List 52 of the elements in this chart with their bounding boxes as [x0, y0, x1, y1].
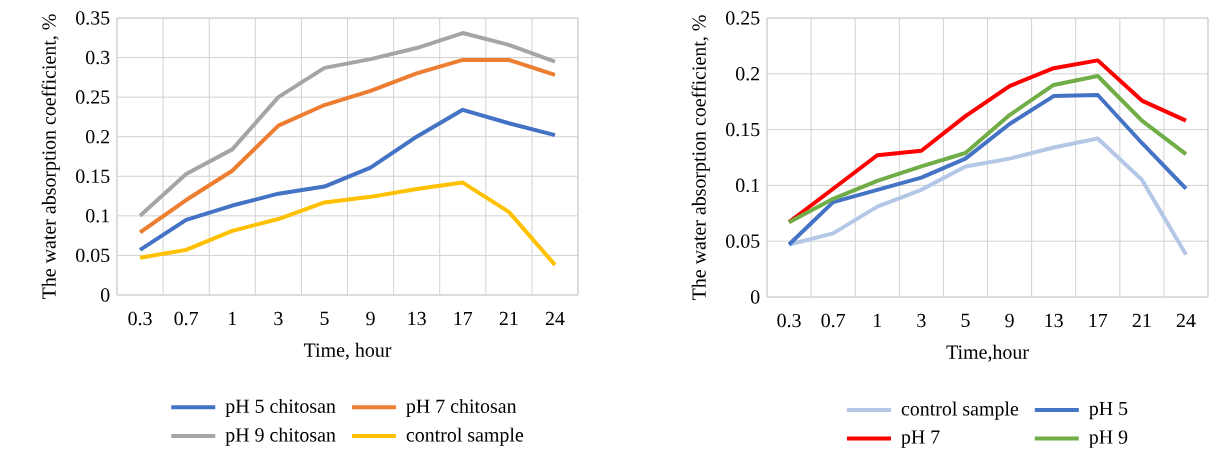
- x-tick-label: 13: [408, 311, 426, 326]
- y-tick-label: 0.1: [736, 178, 759, 193]
- y-tick-label: 0.05: [76, 248, 110, 263]
- line-series: [787, 92, 1188, 247]
- x-tick-label: 13: [1045, 313, 1063, 328]
- x-axis-title: Time,hour: [946, 344, 1029, 362]
- legend-label: control sample: [406, 427, 524, 446]
- y-tick-label: 0.35: [76, 11, 110, 25]
- legend-label: pH 5: [1089, 402, 1128, 420]
- x-tick-label: 0.3: [777, 313, 801, 328]
- y-tick-label: 0.15: [76, 169, 110, 184]
- x-tick-label: 21: [1132, 313, 1151, 328]
- y-tick-label: 0: [750, 290, 760, 304]
- y-tick-label: 0.05: [726, 234, 760, 248]
- x-tick-label: 17: [1089, 313, 1108, 327]
- x-tick-label: 1: [229, 311, 237, 325]
- x-tick-label: 21: [499, 311, 518, 326]
- y-tick-label: 0.1: [86, 209, 109, 223]
- x-axis-title: Time, hour: [303, 342, 392, 360]
- x-tick-label: 17: [454, 311, 473, 325]
- x-tick-label: 9: [366, 311, 375, 326]
- x-tick-label: 24: [545, 311, 565, 326]
- y-tick-label: 0.25: [726, 11, 760, 25]
- x-tick-label: 3: [274, 311, 283, 326]
- y-axis-title: The water absorption coefficient, %: [41, 14, 60, 299]
- y-tick-label: 0.15: [726, 122, 760, 137]
- line-series: [138, 180, 557, 267]
- x-tick-label: 3: [917, 313, 926, 328]
- y-tick-label: 0: [100, 288, 110, 302]
- x-tick-label: 9: [1005, 313, 1014, 328]
- y-axis-title: The water absorption coefficient, %: [691, 15, 710, 300]
- x-tick-label: 5: [320, 311, 329, 326]
- legend-label: pH 9: [1089, 430, 1128, 448]
- y-tick-label: 0.3: [86, 50, 110, 65]
- y-tick-label: 0.2: [86, 129, 110, 144]
- legend-label: pH 7 chitosan: [406, 398, 517, 417]
- legend-label: pH 7: [901, 430, 940, 448]
- y-tick-label: 0.25: [76, 90, 110, 104]
- x-tick-label: 0.7: [174, 311, 199, 326]
- x-tick-label: 0.3: [128, 311, 152, 326]
- line-series: [138, 31, 557, 218]
- line-series: [138, 107, 557, 252]
- x-tick-label: 24: [1176, 313, 1196, 328]
- y-tick-label: 0.2: [736, 67, 760, 81]
- x-tick-label: 0.7: [821, 313, 846, 328]
- legend-label: control sample: [901, 401, 1019, 420]
- line-series: [138, 57, 557, 235]
- legend-label: pH 9 chitosan: [225, 427, 336, 446]
- line-series: [787, 136, 1188, 257]
- x-tick-label: 5: [961, 313, 970, 328]
- legend-label: pH 5 chitosan: [225, 398, 336, 417]
- x-tick-label: 1: [874, 313, 882, 327]
